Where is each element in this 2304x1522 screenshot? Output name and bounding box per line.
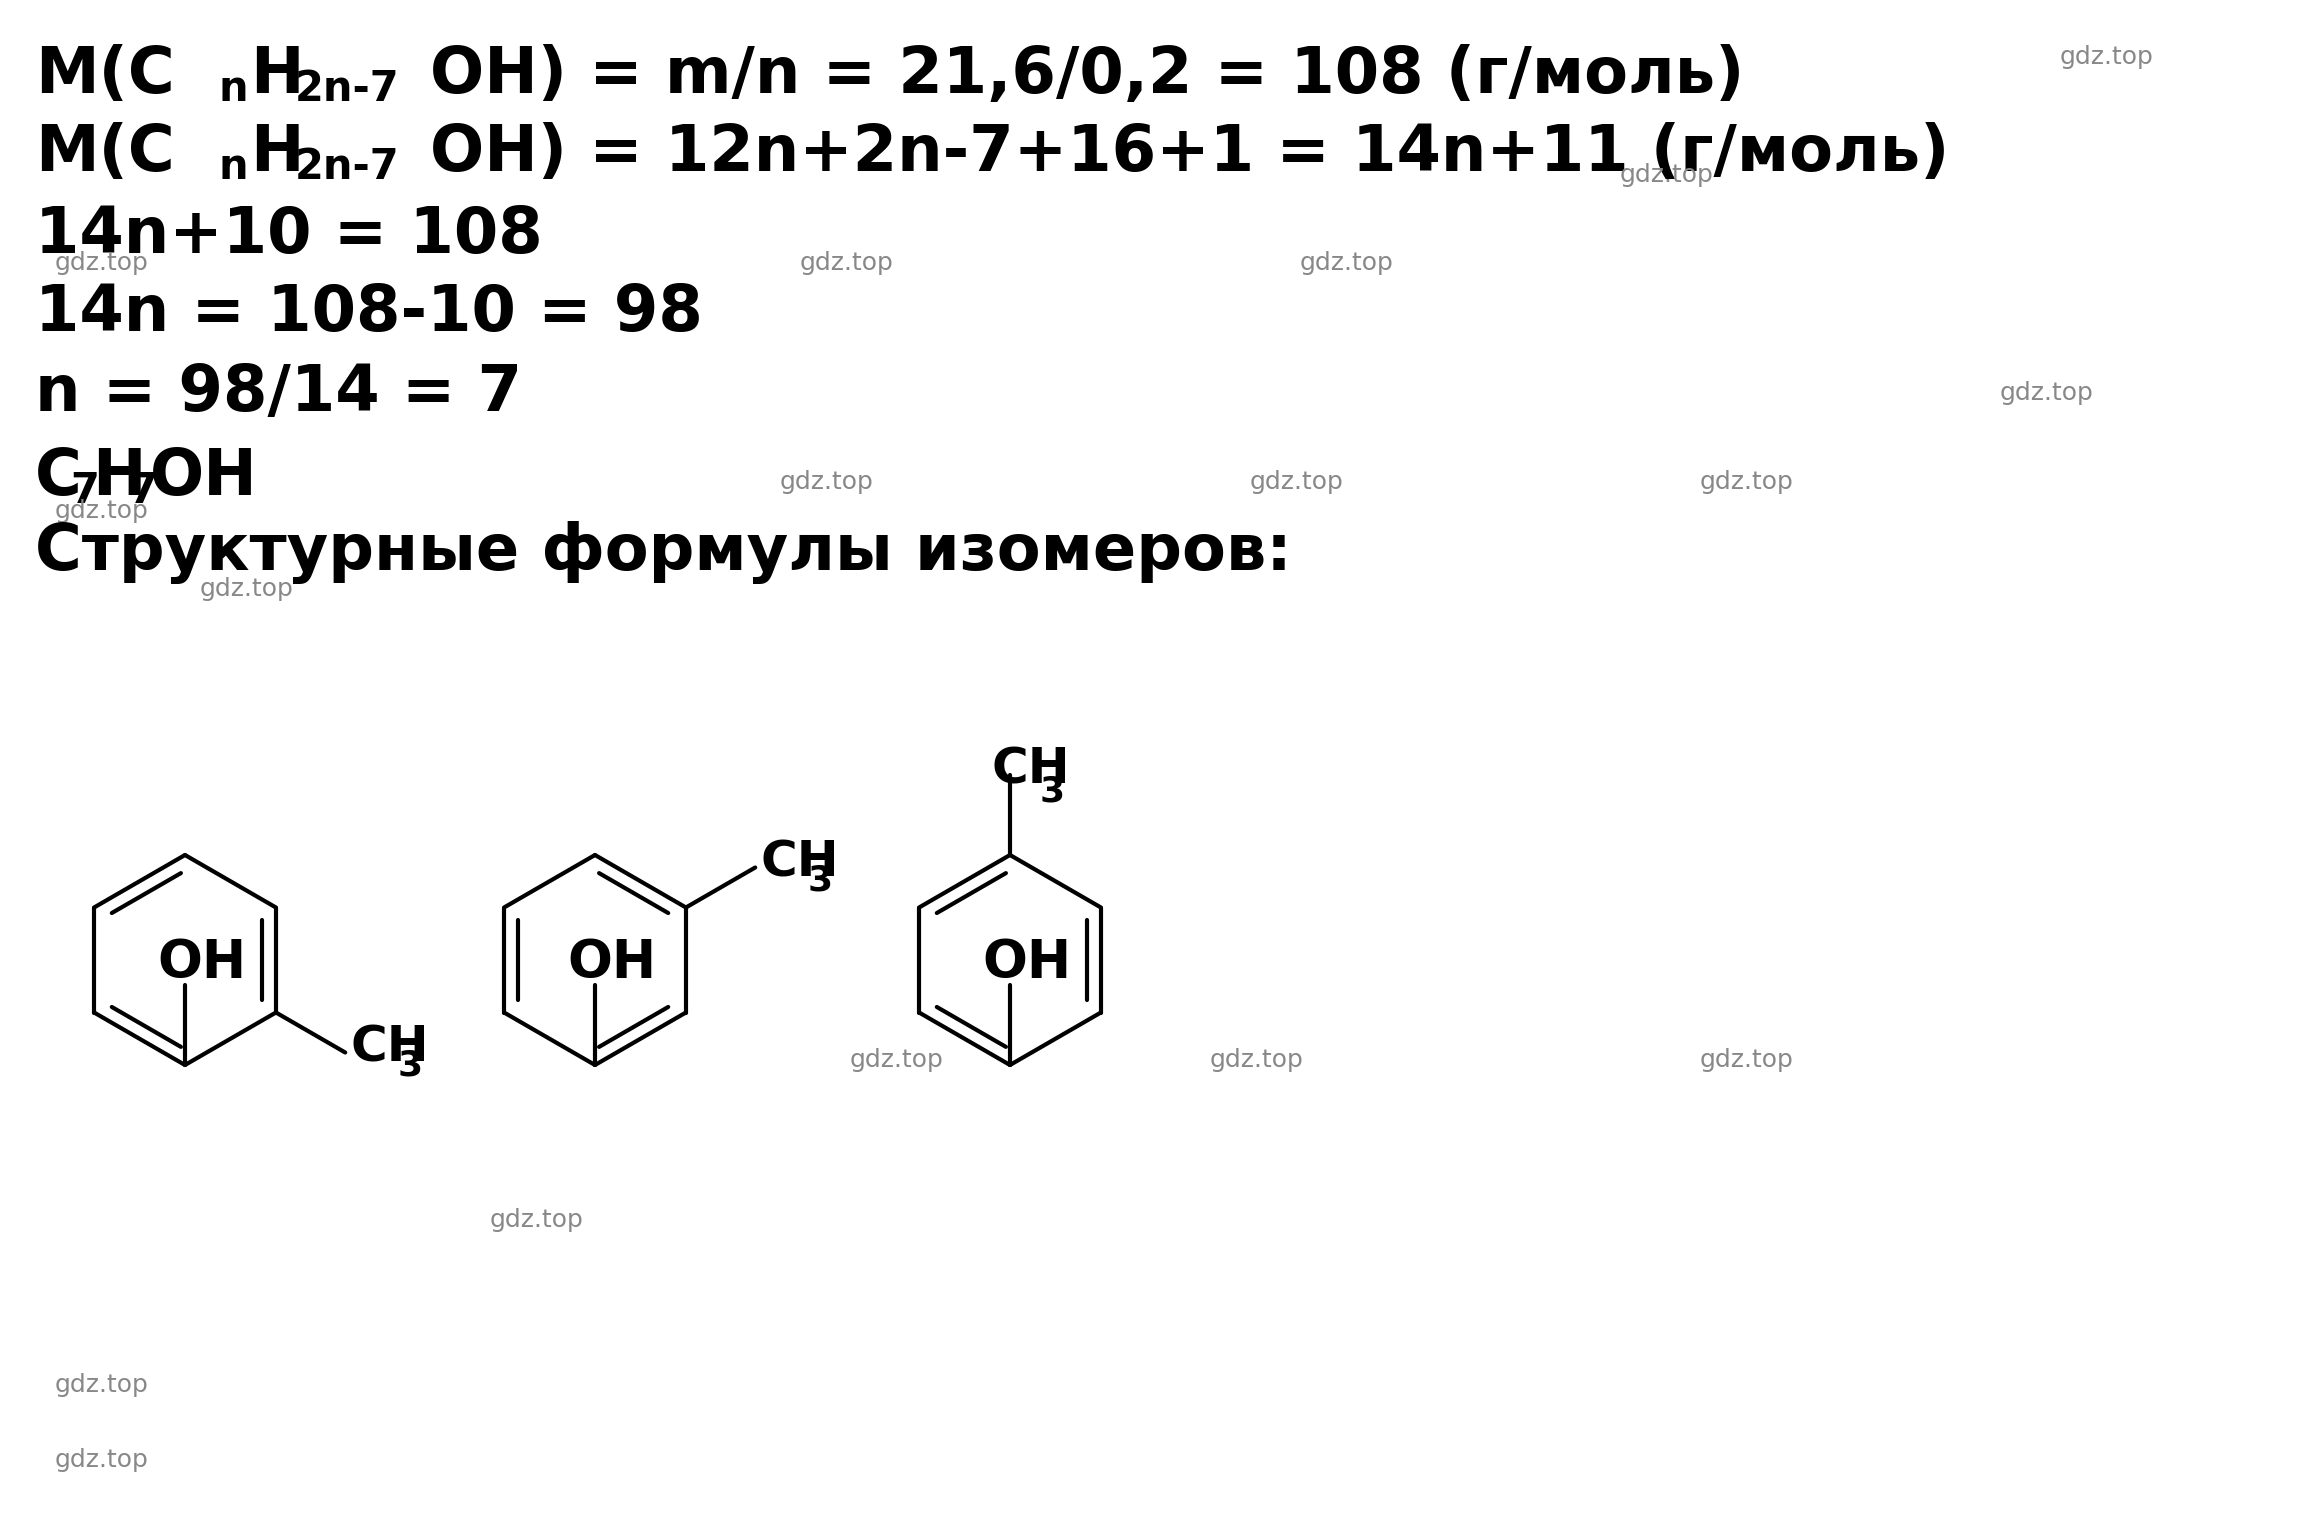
Text: gdz.top: gdz.top [1210,1049,1304,1071]
Text: 2n-7: 2n-7 [295,146,401,189]
Text: CH: CH [993,746,1071,794]
Text: gdz.top: gdz.top [1299,251,1394,275]
Text: CH: CH [760,839,839,886]
Text: 2n-7: 2n-7 [295,68,401,110]
Text: gdz.top: gdz.top [1700,470,1795,495]
Text: C: C [35,446,83,508]
Text: gdz.top: gdz.top [1700,1049,1795,1071]
Text: gdz.top: gdz.top [850,1049,945,1071]
Text: gdz.top: gdz.top [1620,163,1714,187]
Text: ОН: ОН [157,938,247,989]
Text: 3: 3 [1039,775,1064,808]
Text: n: n [219,68,247,110]
Text: gdz.top: gdz.top [2000,380,2094,405]
Text: gdz.top: gdz.top [2060,46,2154,68]
Text: 3: 3 [399,1049,424,1082]
Text: 7: 7 [69,470,99,511]
Text: n = 98/14 = 7: n = 98/14 = 7 [35,362,523,425]
Text: 14n+10 = 108: 14n+10 = 108 [35,204,544,266]
Text: OH) = 12n+2n-7+16+1 = 14n+11 (г/моль): OH) = 12n+2n-7+16+1 = 14n+11 (г/моль) [431,122,1949,184]
Text: OH: OH [150,446,258,508]
Text: gdz.top: gdz.top [781,470,873,495]
Text: H: H [251,122,304,184]
Text: gdz.top: gdz.top [55,1447,150,1472]
Text: 14n = 108-10 = 98: 14n = 108-10 = 98 [35,282,703,344]
Text: ОН: ОН [567,938,657,989]
Text: M(C: M(C [35,122,175,184]
Text: gdz.top: gdz.top [491,1208,583,1231]
Text: gdz.top: gdz.top [1251,470,1343,495]
Text: CH: CH [350,1023,429,1071]
Text: gdz.top: gdz.top [55,251,150,275]
Text: gdz.top: gdz.top [55,499,150,524]
Text: Структурные формулы изомеров:: Структурные формулы изомеров: [35,522,1293,584]
Text: OH) = m/n = 21,6/0,2 = 108 (г/моль): OH) = m/n = 21,6/0,2 = 108 (г/моль) [431,44,1744,107]
Text: M(C: M(C [35,44,175,107]
Text: gdz.top: gdz.top [799,251,894,275]
Text: ОН: ОН [982,938,1071,989]
Text: n: n [219,146,247,189]
Text: H: H [251,44,304,107]
Text: H: H [92,446,145,508]
Text: gdz.top: gdz.top [200,577,295,601]
Text: 7: 7 [129,470,157,511]
Text: gdz.top: gdz.top [55,1373,150,1397]
Text: 3: 3 [809,863,832,898]
